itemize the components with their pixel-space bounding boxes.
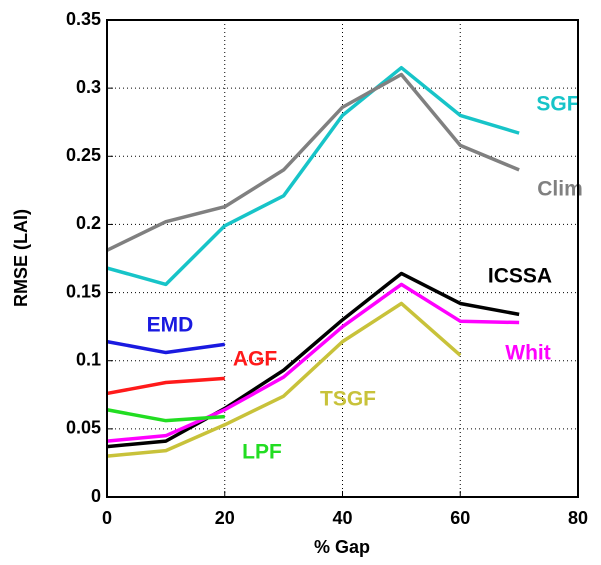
line-series: [106, 339, 225, 355]
series-label: Whit: [505, 342, 550, 365]
series-label: TSGF: [320, 388, 376, 411]
y-tick-label: 0.25: [66, 145, 101, 165]
x-tick-label: 80: [568, 508, 588, 528]
series-label: Clim: [537, 178, 583, 201]
line-series: [106, 271, 520, 449]
line-series: [106, 376, 225, 396]
y-tick-label: 0.3: [76, 77, 101, 97]
y-axis-label: RMSE (LAI): [11, 209, 31, 307]
y-tick-label: 0: [91, 486, 101, 506]
series-label: EMD: [147, 314, 194, 337]
x-axis-label: % Gap: [314, 537, 370, 557]
series-label: LPF: [242, 441, 282, 464]
plot-frame: [106, 19, 579, 498]
y-tick-label: 0.05: [66, 418, 101, 438]
y-tick-label: 0.2: [76, 213, 101, 233]
y-tick-label: 0.35: [66, 9, 101, 29]
x-tick-label: 60: [450, 508, 470, 528]
y-tick-label: 0.15: [66, 281, 101, 301]
x-tick-label: 40: [332, 508, 352, 528]
line-series: [106, 408, 225, 423]
x-tick-label: 0: [102, 508, 112, 528]
line-series: [106, 65, 520, 287]
line-series: [106, 282, 520, 443]
series-label: AGF: [233, 348, 278, 371]
y-tick-label: 0.1: [76, 349, 101, 369]
series-label: SGF: [536, 93, 579, 116]
series-label: ICSSA: [488, 265, 552, 288]
line-series: [106, 301, 462, 458]
line-series: [106, 72, 520, 252]
x-tick-label: 20: [215, 508, 235, 528]
